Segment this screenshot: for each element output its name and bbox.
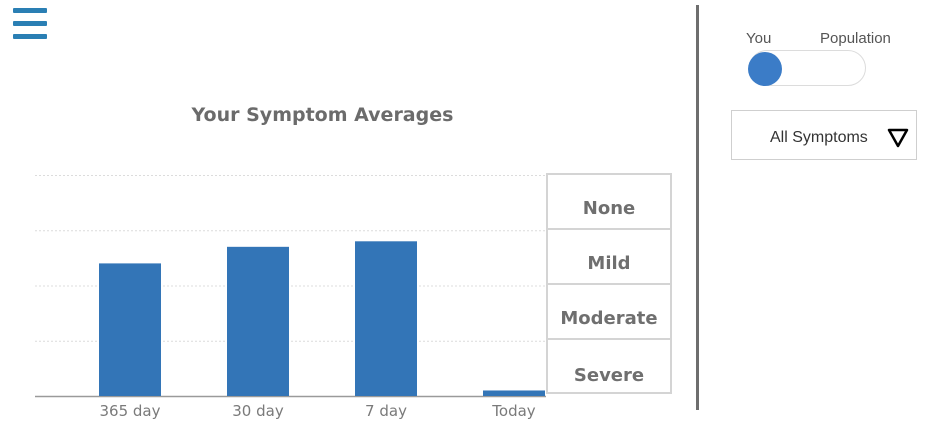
- toggle-population-label: Population: [820, 30, 891, 47]
- severity-severe-label: Severe: [573, 365, 645, 386]
- panel-divider: [696, 5, 699, 410]
- bar-30-day[interactable]: [227, 246, 289, 396]
- bar-365-day[interactable]: [99, 263, 161, 396]
- chart-title: Your Symptom Averages: [191, 104, 454, 126]
- x-tick-label: 365 day: [100, 402, 161, 420]
- hamburger-icon: [13, 8, 47, 13]
- symptom-filter-dropdown[interactable]: All Symptoms: [731, 110, 917, 160]
- toggle-knob[interactable]: [748, 52, 782, 86]
- toggle-you-label: You: [746, 30, 772, 47]
- x-tick-label: 30 day: [232, 402, 284, 420]
- severity-moderate-label: Moderate: [548, 285, 670, 340]
- x-tick-label: 7 day: [365, 402, 407, 420]
- bar-today[interactable]: [483, 390, 545, 396]
- you-population-toggle[interactable]: [748, 50, 866, 86]
- x-tick-label: Today: [491, 402, 536, 420]
- bar-7-day[interactable]: [355, 241, 417, 396]
- symptom-averages-chart: 365 day 30 day 7 day Today: [35, 175, 546, 420]
- symptom-filter-value: All Symptoms: [770, 129, 868, 146]
- hamburger-menu-button[interactable]: [12, 8, 48, 42]
- severity-none-label: None: [548, 175, 670, 230]
- severity-mild-label: Mild: [548, 230, 670, 285]
- triangle-down-icon: [887, 128, 909, 148]
- severity-legend: None Mild Moderate Severe: [546, 173, 672, 394]
